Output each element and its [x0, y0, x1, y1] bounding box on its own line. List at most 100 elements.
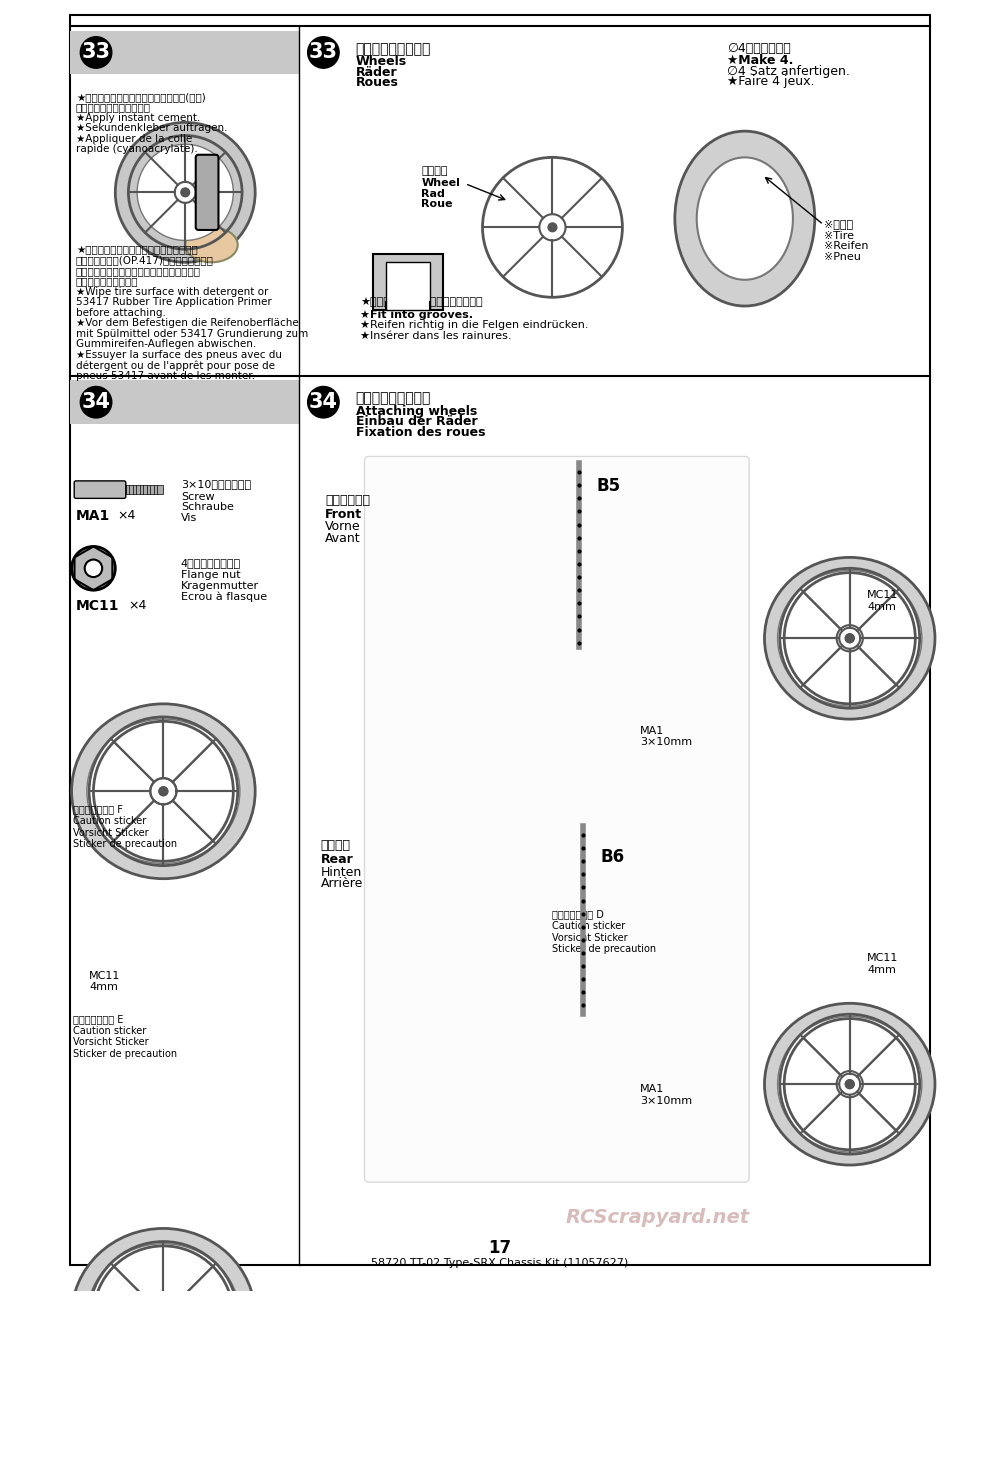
- Ellipse shape: [778, 570, 922, 706]
- Text: Vis: Vis: [181, 513, 197, 523]
- Text: ★Vor dem Befestigen die Reifenoberfläche: ★Vor dem Befestigen die Reifenoberfläche: [76, 318, 299, 328]
- Text: ★タイヤを接着する前には必ずゴムタイヤ: ★タイヤを接着する前には必ずゴムタイヤ: [76, 245, 198, 256]
- Ellipse shape: [87, 1244, 240, 1388]
- Text: 34: 34: [82, 393, 111, 412]
- Circle shape: [181, 188, 190, 196]
- Text: ★Faire 4 jeux.: ★Faire 4 jeux.: [727, 75, 815, 89]
- Text: Wheels: Wheels: [356, 55, 407, 68]
- Text: 《フロント》: 《フロント》: [325, 493, 370, 507]
- Text: Roue: Roue: [421, 199, 453, 210]
- Text: っかり接着できます。: っかり接着できます。: [76, 276, 138, 287]
- Text: Schraube: Schraube: [181, 502, 234, 513]
- Text: Kragenmutter: Kragenmutter: [181, 580, 259, 591]
- Text: ★Wipe tire surface with detergent or: ★Wipe tire surface with detergent or: [76, 287, 268, 297]
- Text: Fixation des roues: Fixation des roues: [356, 425, 485, 439]
- Text: ※Reifen: ※Reifen: [824, 241, 868, 251]
- Text: Gummireifen-Auflegen abwischen.: Gummireifen-Auflegen abwischen.: [76, 340, 256, 349]
- Text: 33: 33: [82, 43, 111, 62]
- Text: MC11
4mm: MC11 4mm: [867, 953, 899, 975]
- Circle shape: [845, 634, 854, 642]
- Bar: [386, 263, 430, 310]
- Text: ★Appliquer de la colle: ★Appliquer de la colle: [76, 134, 192, 143]
- Circle shape: [159, 1312, 168, 1320]
- Ellipse shape: [72, 705, 255, 879]
- Ellipse shape: [675, 131, 815, 306]
- Text: MA1
3×10mm: MA1 3×10mm: [640, 1084, 692, 1106]
- Text: mit Spülmittel oder 53417 Grundierung zum: mit Spülmittel oder 53417 Grundierung zu…: [76, 329, 308, 338]
- Text: MC11
4mm: MC11 4mm: [89, 970, 120, 993]
- Text: before attaching.: before attaching.: [76, 307, 166, 318]
- Text: rapide (cyanoacrylate).: rapide (cyanoacrylate).: [76, 145, 198, 154]
- Text: ★Make 4.: ★Make 4.: [727, 55, 794, 68]
- FancyBboxPatch shape: [74, 482, 126, 498]
- Circle shape: [845, 634, 854, 642]
- Text: ※Tire: ※Tire: [824, 230, 854, 241]
- Text: 33: 33: [309, 43, 338, 62]
- Text: ×4: ×4: [117, 510, 135, 521]
- Text: ホイール: ホイール: [421, 165, 448, 176]
- Bar: [70, 31, 299, 74]
- Text: MC11
4mm: MC11 4mm: [867, 591, 899, 611]
- Ellipse shape: [764, 1003, 935, 1165]
- Text: Rear: Rear: [321, 854, 354, 867]
- Bar: [70, 381, 299, 424]
- Text: 《リヤ》: 《リヤ》: [321, 839, 351, 852]
- Text: ※Pneu: ※Pneu: [824, 251, 860, 261]
- Circle shape: [845, 1080, 854, 1089]
- FancyBboxPatch shape: [364, 456, 749, 1182]
- Text: 3×10㎜六角丸ビス: 3×10㎜六角丸ビス: [181, 480, 251, 489]
- Text: B6: B6: [601, 848, 625, 866]
- Text: ★Insérer dans les rainures.: ★Insérer dans les rainures.: [360, 331, 512, 341]
- Text: ★Essuyer la surface des pneus avec du: ★Essuyer la surface des pneus avec du: [76, 350, 282, 360]
- Text: MA1: MA1: [76, 510, 110, 523]
- Circle shape: [308, 387, 339, 418]
- Ellipse shape: [72, 1229, 255, 1403]
- Text: Front: Front: [325, 508, 362, 521]
- Text: 34: 34: [309, 393, 338, 412]
- Text: ∅4個作ります。: ∅4個作ります。: [727, 41, 791, 55]
- Circle shape: [72, 546, 115, 591]
- Circle shape: [308, 37, 339, 68]
- Circle shape: [159, 787, 168, 796]
- Text: ★タイヤとホイールの間に瞬間接着剤(別売): ★タイヤとホイールの間に瞬間接着剤(別売): [76, 92, 206, 102]
- Text: ホイールの組み立て: ホイールの組み立て: [356, 41, 431, 56]
- FancyBboxPatch shape: [196, 155, 218, 230]
- Text: MA1
3×10mm: MA1 3×10mm: [640, 725, 692, 747]
- Text: B5: B5: [596, 477, 620, 495]
- Text: を流し込んで接着します。: を流し込んで接着します。: [76, 102, 151, 112]
- Text: ★Apply instant cement.: ★Apply instant cement.: [76, 112, 200, 123]
- Text: 注意ステッカー F
Caution sticker
Vorsicht Sticker
Sticker de precaution: 注意ステッカー F Caution sticker Vorsicht Stick…: [73, 805, 177, 849]
- Text: ★タイヤをホイールのみぞにはめます。: ★タイヤをホイールのみぞにはめます。: [360, 297, 483, 307]
- Text: ホイールの取り付け: ホイールの取り付け: [356, 391, 431, 406]
- Text: 17: 17: [488, 1239, 512, 1257]
- Text: Wheel: Wheel: [421, 179, 460, 189]
- Text: Hinten: Hinten: [321, 866, 362, 879]
- Text: détergent ou de l'apprêt pour pose de: détergent ou de l'apprêt pour pose de: [76, 360, 275, 371]
- Circle shape: [845, 1080, 854, 1089]
- Text: 注意ステッカー D
Caution sticker
Vorsicht Sticker
Sticker de precaution: 注意ステッカー D Caution sticker Vorsicht Stick…: [552, 910, 657, 954]
- Text: Rad: Rad: [421, 189, 445, 199]
- Text: pneus 53417 avant de les monter.: pneus 53417 avant de les monter.: [76, 371, 255, 381]
- Text: Arrière: Arrière: [321, 877, 363, 891]
- Text: ★Sekundenkleber auftragen.: ★Sekundenkleber auftragen.: [76, 123, 227, 133]
- Text: RCScrapyard.net: RCScrapyard.net: [565, 1208, 749, 1226]
- Text: MC11: MC11: [76, 598, 119, 613]
- Text: Attaching wheels: Attaching wheels: [356, 405, 477, 418]
- Text: Roues: Roues: [356, 77, 399, 89]
- Circle shape: [80, 387, 112, 418]
- Circle shape: [548, 223, 557, 232]
- Ellipse shape: [115, 123, 255, 263]
- Ellipse shape: [87, 719, 240, 864]
- Text: ※タイヤ: ※タイヤ: [824, 219, 853, 229]
- Ellipse shape: [137, 145, 233, 241]
- Text: ×4: ×4: [128, 598, 147, 611]
- Bar: [373, 254, 443, 310]
- Circle shape: [80, 37, 112, 68]
- Circle shape: [159, 1312, 168, 1320]
- Text: 注意ステッカー E
Caution sticker
Vorsicht Sticker
Sticker de precaution: 注意ステッカー E Caution sticker Vorsicht Stick…: [73, 1015, 177, 1059]
- Text: Ecrou à flasque: Ecrou à flasque: [181, 591, 267, 601]
- Text: Vorne: Vorne: [325, 520, 361, 533]
- Text: 53417 Rubber Tire Application Primer: 53417 Rubber Tire Application Primer: [76, 297, 272, 307]
- Text: Räder: Räder: [356, 65, 397, 78]
- Text: ∅4 Satz anfertigen.: ∅4 Satz anfertigen.: [727, 65, 850, 78]
